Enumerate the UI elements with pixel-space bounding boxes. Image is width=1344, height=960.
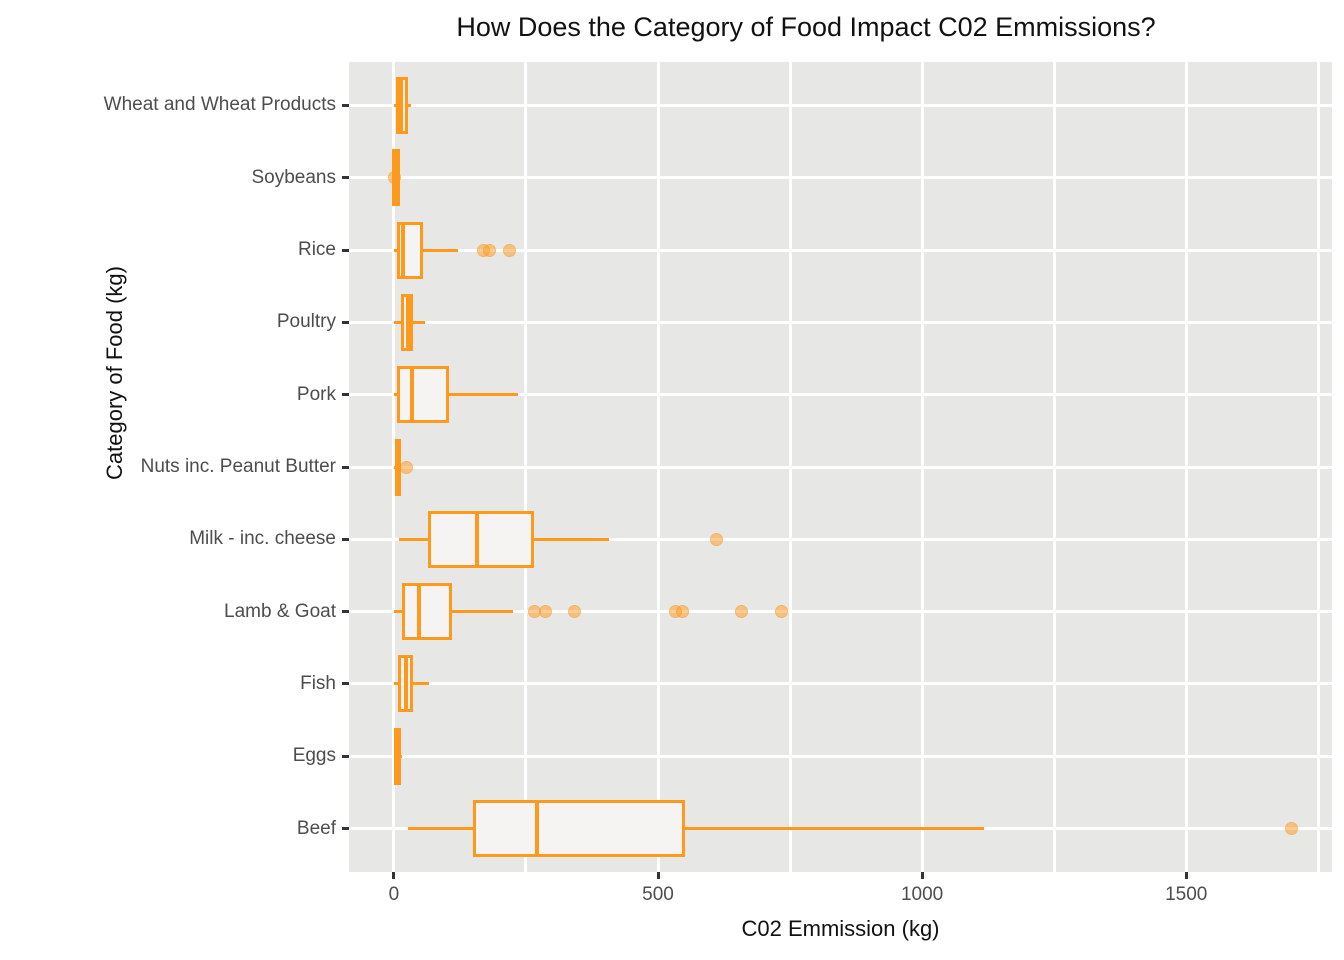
whisker-left xyxy=(399,537,428,541)
box-iqr xyxy=(401,583,452,641)
whisker-left xyxy=(393,248,398,252)
y-tick-label: Wheat and Wheat Products xyxy=(103,94,336,116)
whisker-left xyxy=(407,827,474,831)
y-tick-label: Lamb & Goat xyxy=(224,600,336,622)
median-line xyxy=(399,76,404,134)
outlier-point xyxy=(709,532,723,546)
y-tick-mark xyxy=(342,103,349,107)
whisker-right xyxy=(413,682,430,686)
outlier-point xyxy=(1285,822,1299,836)
y-tick-mark xyxy=(342,682,349,686)
y-axis-title: Category of Food (kg) xyxy=(101,266,127,480)
outlier-point xyxy=(503,243,517,257)
y-tick-label: Poultry xyxy=(276,311,336,333)
whisker-right xyxy=(400,754,403,758)
whisker-left xyxy=(393,610,402,614)
y-gridline xyxy=(349,393,1332,397)
median-line xyxy=(395,727,400,785)
plot-panel xyxy=(349,62,1332,872)
median-line xyxy=(400,221,405,279)
y-tick-mark xyxy=(342,248,349,252)
y-tick-mark xyxy=(342,320,349,324)
outlier-point xyxy=(775,605,789,619)
whisker-right xyxy=(449,393,519,397)
y-gridline xyxy=(349,610,1332,614)
whisker-left xyxy=(393,682,399,686)
y-tick-label: Pork xyxy=(296,383,336,405)
y-tick-label: Eggs xyxy=(292,745,336,767)
median-line xyxy=(403,655,408,713)
x-tick-label: 1500 xyxy=(1165,884,1208,905)
y-tick-mark xyxy=(342,827,349,831)
x-axis-title: C02 Emmission (kg) xyxy=(741,916,940,941)
y-gridline xyxy=(349,754,1332,758)
median-line xyxy=(394,438,399,496)
median-line xyxy=(406,293,411,351)
box-iqr xyxy=(473,800,686,858)
median-line xyxy=(475,510,480,568)
x-tick-label: 0 xyxy=(388,884,400,905)
y-tick-mark xyxy=(342,176,349,180)
y-tick-label: Fish xyxy=(300,672,336,694)
x-tick-mark xyxy=(920,872,924,879)
whisker-right xyxy=(407,103,412,107)
x-tick-mark xyxy=(656,872,660,879)
y-tick-label: Nuts inc. Peanut Butter xyxy=(140,456,336,477)
y-gridline xyxy=(349,537,1332,541)
whisker-right xyxy=(413,320,426,324)
y-tick-label: Rice xyxy=(297,239,336,261)
median-line xyxy=(416,583,421,641)
y-gridline xyxy=(349,320,1332,324)
whisker-left xyxy=(393,754,395,758)
box-iqr xyxy=(427,510,535,568)
chart-title: How Does the Category of Food Impact C02… xyxy=(456,12,1156,42)
outlier-point xyxy=(568,605,582,619)
whisker-right xyxy=(452,610,514,614)
y-tick-mark xyxy=(342,754,349,758)
median-line xyxy=(534,800,539,858)
outlier-point xyxy=(538,605,552,619)
outlier-point xyxy=(399,460,413,474)
y-gridline xyxy=(349,103,1332,107)
outlier-point xyxy=(483,243,496,257)
y-tick-label: Beef xyxy=(296,817,336,839)
y-gridline xyxy=(349,682,1332,686)
y-tick-mark xyxy=(342,393,349,397)
whisker-left xyxy=(393,103,396,107)
whisker-right xyxy=(685,827,985,831)
whisker-left xyxy=(393,320,401,324)
whisker-left xyxy=(393,393,398,397)
y-gridline xyxy=(349,248,1332,252)
y-tick-mark xyxy=(342,537,349,541)
y-tick-mark xyxy=(342,610,349,614)
whisker-right xyxy=(534,537,609,541)
x-tick-label: 1000 xyxy=(900,884,944,905)
y-tick-label: Soybeans xyxy=(251,166,336,188)
x-tick-label: 500 xyxy=(642,884,674,905)
y-gridline xyxy=(349,176,1332,180)
whisker-right xyxy=(423,248,459,252)
y-tick-label: Milk - inc. cheese xyxy=(189,528,336,550)
whisker-left xyxy=(393,465,395,469)
x-tick-mark xyxy=(392,872,396,879)
y-gridline xyxy=(349,465,1332,469)
outlier-point xyxy=(675,605,689,619)
y-tick-mark xyxy=(342,465,349,469)
x-tick-mark xyxy=(1184,872,1188,879)
median-line xyxy=(409,366,414,424)
outlier-point xyxy=(734,605,748,619)
outlier-point xyxy=(388,171,402,185)
box-iqr xyxy=(397,366,450,424)
